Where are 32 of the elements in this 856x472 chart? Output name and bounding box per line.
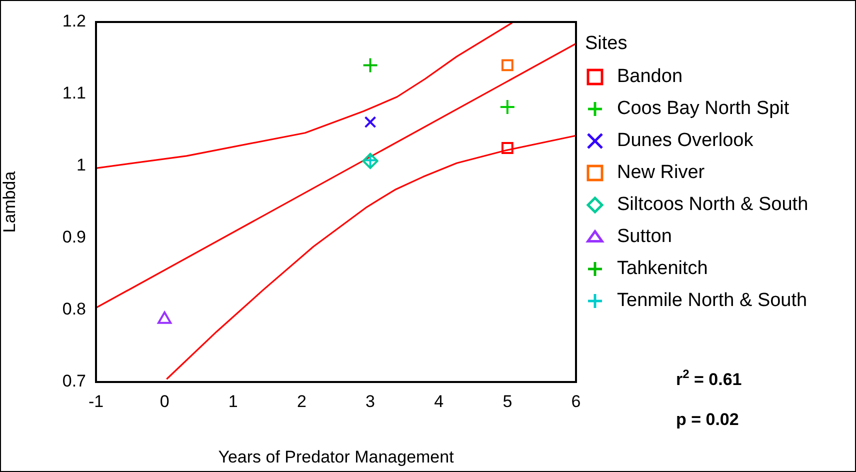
legend-label: Siltcoos North & South [617, 194, 808, 216]
point [362, 57, 378, 74]
x-tick-label: 3 [366, 392, 376, 411]
y-tick-label: 1.1 [62, 84, 86, 103]
y-tick-label: 0.7 [62, 372, 86, 391]
y-tick-label: 0.9 [62, 228, 86, 247]
x-tick-label: 4 [434, 392, 444, 411]
legend-label: Tenmile North & South [617, 290, 808, 312]
legend-label: Coos Bay North Spit [617, 98, 790, 120]
x-tick-label: 5 [502, 392, 512, 411]
y-tick-label: 1.2 [62, 12, 86, 31]
y-axis-title: Lambda [0, 170, 19, 233]
x-tick-label: 6 [571, 392, 581, 411]
point [499, 98, 516, 115]
y-tick-label: 0.8 [62, 300, 86, 319]
x-axis-title: Years of Predator Management [218, 447, 454, 466]
text: p = 0.02 [676, 410, 739, 429]
point [501, 142, 514, 154]
point [501, 59, 514, 72]
x-tick-label: 0 [160, 392, 170, 411]
legend-label: Tahkenitch [617, 258, 708, 280]
y-tick-label: 1 [76, 156, 86, 175]
point [364, 116, 376, 128]
legend-label: Dunes Overlook [617, 130, 754, 152]
x-tick-label: 1 [228, 392, 238, 411]
x-tick-label: 2 [296, 392, 306, 411]
point [158, 311, 172, 324]
legend-title: Sites [585, 33, 628, 55]
legend-label: Sutton [617, 226, 672, 248]
legend-label: New River [617, 162, 705, 184]
x-tick-label: -1 [88, 392, 104, 411]
legend-label: Bandon [617, 66, 683, 88]
